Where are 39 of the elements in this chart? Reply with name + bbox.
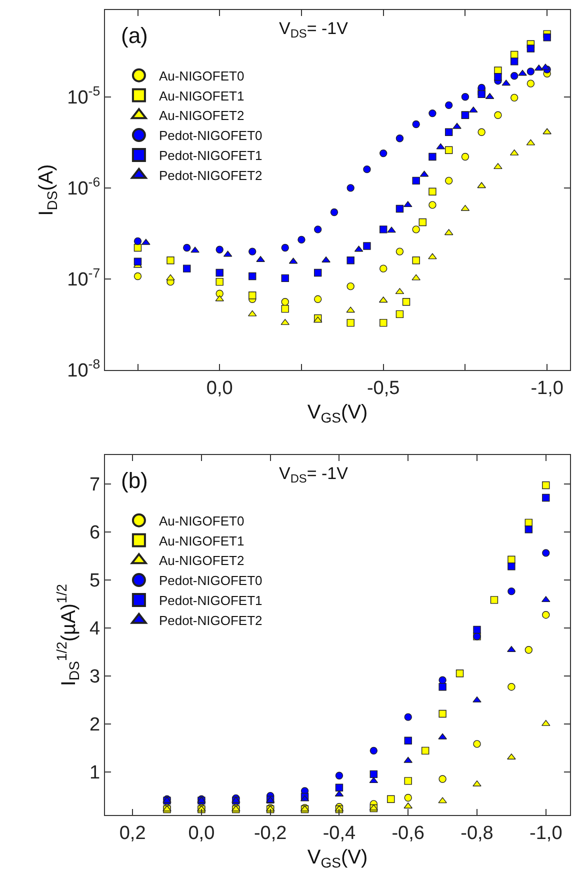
y-tick-label: 10$^{-7}$ (67, 266, 100, 291)
annotation: (a) (121, 23, 148, 48)
annotation: (b) (121, 468, 148, 493)
y-tick-label: 4 (90, 618, 101, 640)
x-tick-label: -0,5 (366, 378, 400, 399)
y-tick-label: 5 (90, 570, 100, 592)
legend-label: Pedot-NIGOFET0 (158, 573, 262, 588)
x-tick-label: 0,0 (188, 822, 215, 844)
x-tick-label: -0,2 (254, 822, 287, 844)
x-tick-label: -0,6 (392, 822, 424, 844)
y-tick-label: 2 (90, 714, 100, 736)
x-tick-label: -1,0 (530, 378, 564, 399)
legend-label: Pedot-NIGOFET2 (158, 168, 262, 183)
x-tick-label: -0,4 (322, 822, 356, 844)
x-tick-label: -1,0 (530, 822, 562, 844)
legend-label: Au-NIGOFET1 (158, 533, 244, 548)
y-tick-label: 7 (90, 474, 100, 496)
x-axis-title: V$_{GS}$(V) (307, 846, 368, 871)
y-tick-label: 10$^{-6}$ (67, 174, 100, 200)
x-tick-label: -0,8 (460, 822, 494, 844)
y-tick-label: 10$^{-5}$ (67, 84, 100, 109)
y-tick-label: 6 (90, 522, 100, 544)
legend-label: Pedot-NIGOFET1 (158, 593, 262, 608)
legend-label: Au-NIGOFET2 (158, 108, 244, 124)
legend-label: Au-NIGOFET0 (158, 513, 244, 528)
x-axis-title: V$_{GS}$(V) (307, 401, 368, 426)
y-tick-label: 3 (90, 666, 100, 688)
x-tick-label: 0,0 (206, 378, 233, 399)
legend-label: Pedot-NIGOFET1 (158, 148, 262, 164)
x-tick-label: 0,2 (119, 822, 146, 844)
y-tick-label: 1 (90, 762, 100, 784)
annotation: V$_{DS}$= -1V (279, 464, 349, 486)
legend-label: Pedot-NIGOFET2 (158, 612, 262, 628)
legend-label: Au-NIGOFET0 (158, 68, 244, 84)
legend-label: Pedot-NIGOFET0 (158, 128, 262, 144)
annotation: V$_{DS}$= -1V (279, 19, 349, 41)
legend-label: Au-NIGOFET1 (158, 88, 244, 104)
legend-label: Au-NIGOFET2 (158, 553, 244, 568)
y-tick-label: 10$^{-8}$ (67, 356, 100, 382)
